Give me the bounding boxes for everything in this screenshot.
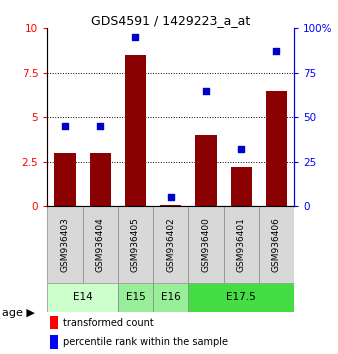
- Bar: [54, 153, 75, 206]
- Text: GSM936406: GSM936406: [272, 217, 281, 272]
- Bar: [125, 55, 146, 206]
- Bar: [266, 91, 287, 206]
- Title: GDS4591 / 1429223_a_at: GDS4591 / 1429223_a_at: [91, 14, 250, 27]
- Text: GSM936404: GSM936404: [96, 217, 105, 272]
- Bar: [188, 282, 294, 312]
- Bar: [188, 206, 223, 282]
- Bar: [259, 206, 294, 282]
- Text: GSM936402: GSM936402: [166, 217, 175, 272]
- Point: [133, 34, 138, 40]
- Point: [274, 48, 279, 54]
- Bar: [118, 206, 153, 282]
- Point: [239, 147, 244, 152]
- Bar: [118, 282, 153, 312]
- Bar: [153, 206, 188, 282]
- Bar: [195, 135, 217, 206]
- Text: transformed count: transformed count: [63, 318, 154, 328]
- Bar: [47, 206, 82, 282]
- Bar: [160, 205, 181, 206]
- Bar: [223, 206, 259, 282]
- Bar: [47, 282, 118, 312]
- Bar: [231, 167, 252, 206]
- Point: [168, 195, 173, 200]
- Text: GSM936403: GSM936403: [61, 217, 69, 272]
- Text: GSM936405: GSM936405: [131, 217, 140, 272]
- Text: GSM936400: GSM936400: [201, 217, 211, 272]
- Text: E16: E16: [161, 292, 180, 302]
- Text: E15: E15: [125, 292, 145, 302]
- Bar: [153, 282, 188, 312]
- Text: percentile rank within the sample: percentile rank within the sample: [63, 337, 228, 347]
- Text: E14: E14: [73, 292, 93, 302]
- Point: [203, 88, 209, 93]
- Bar: [82, 206, 118, 282]
- Text: E17.5: E17.5: [226, 292, 256, 302]
- Point: [97, 124, 103, 129]
- Bar: [50, 335, 58, 349]
- Point: [62, 124, 68, 129]
- Bar: [50, 316, 58, 330]
- Bar: [90, 153, 111, 206]
- Text: GSM936401: GSM936401: [237, 217, 246, 272]
- Text: age ▶: age ▶: [2, 308, 34, 318]
